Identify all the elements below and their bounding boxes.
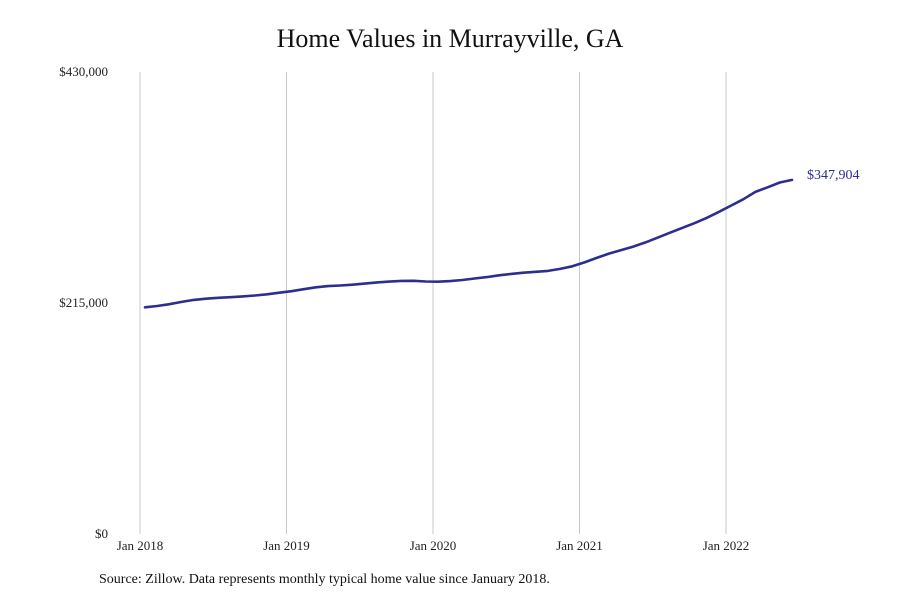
chart-title: Home Values in Murrayville, GA	[276, 24, 624, 53]
x-tick-label: Jan 2018	[117, 538, 164, 553]
end-value-label: $347,904	[807, 168, 860, 183]
series-line	[143, 178, 794, 309]
y-axis-ticks: $0 $215,000 $430,000	[59, 64, 108, 541]
y-tick-label: $215,000	[59, 295, 108, 310]
x-axis-ticks: Jan 2018 Jan 2019 Jan 2020 Jan 2021 Jan 2022	[117, 538, 750, 553]
x-tick-label: Jan 2019	[263, 538, 310, 553]
x-tick-label: Jan 2020	[410, 538, 457, 553]
x-tick-label: Jan 2021	[556, 538, 603, 553]
y-tick-label: $0	[95, 526, 108, 541]
end-value-label-layer: $347,904	[807, 168, 860, 183]
y-tick-label: $430,000	[59, 64, 108, 79]
x-tick-label: Jan 2022	[703, 538, 750, 553]
series-line-layer	[143, 178, 794, 309]
grid-lines	[139, 72, 727, 534]
source-note: Source: Zillow. Data represents monthly …	[99, 572, 550, 587]
